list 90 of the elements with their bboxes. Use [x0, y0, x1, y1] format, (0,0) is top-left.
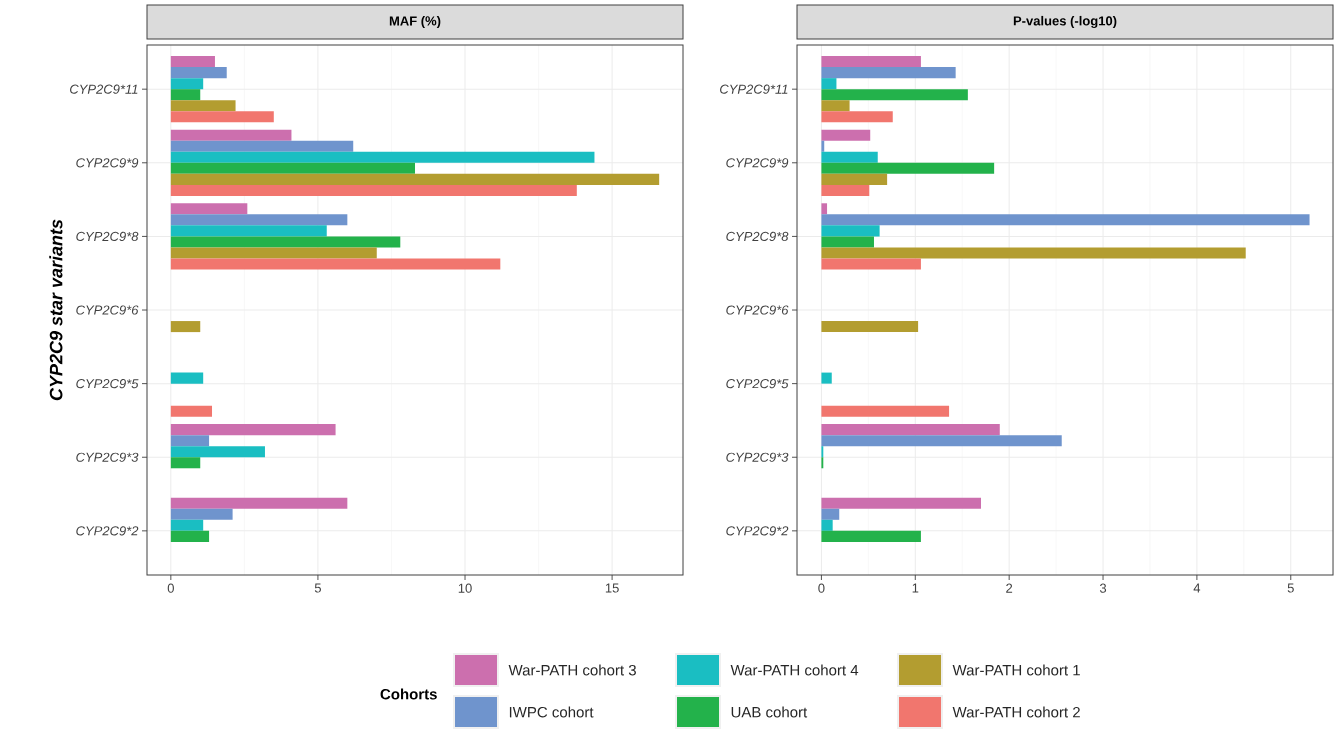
- bar: [821, 508, 840, 520]
- bar: [170, 424, 336, 436]
- bar: [170, 140, 354, 152]
- bar: [821, 225, 880, 237]
- bar: [170, 497, 348, 509]
- bar: [821, 173, 888, 185]
- bar: [170, 372, 204, 384]
- bar: [170, 214, 348, 226]
- bar: [170, 435, 210, 447]
- y-tick-label: CYP2C9*3: [76, 452, 139, 462]
- bar: [821, 89, 968, 101]
- y-axis-title: CYP2C9 star variants: [49, 219, 63, 401]
- bar: [821, 56, 921, 68]
- y-tick-label: CYP2C9*11: [720, 84, 788, 94]
- bar: [170, 258, 501, 270]
- chart-title: P-values (-log10): [1013, 15, 1117, 29]
- bar: [170, 89, 201, 101]
- x-tick-label: 10: [458, 583, 472, 593]
- bar: [821, 203, 828, 215]
- bar: [821, 100, 850, 112]
- legend-label: IWPC cohort: [509, 706, 594, 718]
- y-tick-label: CYP2C9*9: [726, 158, 789, 168]
- bar: [821, 258, 921, 270]
- bar: [821, 129, 871, 141]
- legend-label: War-PATH cohort 2: [952, 706, 1080, 718]
- bar: [821, 67, 956, 79]
- x-tick-label: 1: [912, 583, 919, 593]
- y-tick-label: CYP2C9*5: [726, 379, 789, 389]
- y-tick-label: CYP2C9*2: [726, 526, 789, 536]
- bar: [170, 151, 595, 163]
- y-tick-label: CYP2C9*5: [76, 379, 139, 389]
- bar: [821, 214, 1310, 226]
- bar: [170, 405, 213, 417]
- bar: [170, 173, 660, 185]
- bar: [821, 405, 950, 417]
- bar: [821, 151, 878, 163]
- legend-label: War-PATH cohort 4: [730, 664, 859, 676]
- bar: [170, 162, 416, 174]
- y-tick-label: CYP2C9*11: [70, 84, 138, 94]
- bar: [821, 424, 1000, 436]
- bar: [821, 162, 995, 174]
- bar: [170, 247, 377, 259]
- y-tick-label: CYP2C9*8: [726, 231, 789, 242]
- bar: [821, 530, 921, 542]
- bar: [170, 56, 215, 68]
- y-tick-label: CYP2C9*8: [76, 231, 139, 242]
- y-tick-label: CYP2C9*3: [726, 452, 789, 462]
- bar: [821, 519, 833, 531]
- bar: [170, 530, 210, 542]
- bar: [821, 78, 837, 90]
- bar: [821, 247, 1246, 259]
- legend-label: War-PATH cohort 3: [508, 664, 636, 676]
- bar: [170, 111, 274, 123]
- y-tick-label: CYP2C9*6: [76, 305, 139, 315]
- bar: [170, 184, 577, 196]
- x-tick-label: 2: [1006, 583, 1013, 593]
- bar: [821, 140, 825, 152]
- bar: [170, 67, 227, 79]
- bar: [170, 225, 327, 237]
- y-tick-label: CYP2C9*9: [76, 158, 139, 168]
- bar: [170, 519, 204, 531]
- x-tick-label: 5: [1287, 583, 1294, 593]
- bar: [170, 129, 292, 141]
- y-tick-label: CYP2C9*6: [726, 305, 789, 315]
- x-tick-label: 0: [818, 583, 825, 593]
- x-tick-label: 0: [167, 583, 174, 593]
- bar: [170, 508, 233, 520]
- bar: [170, 446, 265, 458]
- bar: [170, 236, 401, 248]
- legend-label: War-PATH cohort 1: [952, 664, 1080, 676]
- bar: [821, 111, 893, 123]
- bar: [821, 236, 874, 248]
- x-tick-label: 3: [1099, 583, 1107, 593]
- x-tick-label: 5: [314, 583, 321, 593]
- bar: [821, 372, 832, 384]
- x-tick-label: 4: [1193, 583, 1201, 593]
- chart-title: MAF (%): [389, 15, 441, 29]
- legend-title: Cohorts: [380, 688, 437, 700]
- bar: [170, 78, 204, 90]
- bar: [170, 457, 201, 469]
- bar: [170, 203, 248, 215]
- bar: [821, 435, 1062, 447]
- x-tick-label: 15: [605, 583, 619, 593]
- bar: [821, 184, 870, 196]
- y-tick-label: CYP2C9*2: [76, 526, 139, 536]
- bar: [170, 100, 236, 112]
- bar: [821, 497, 981, 509]
- bar: [170, 321, 201, 333]
- bar: [821, 321, 919, 333]
- legend-label: UAB cohort: [731, 706, 808, 718]
